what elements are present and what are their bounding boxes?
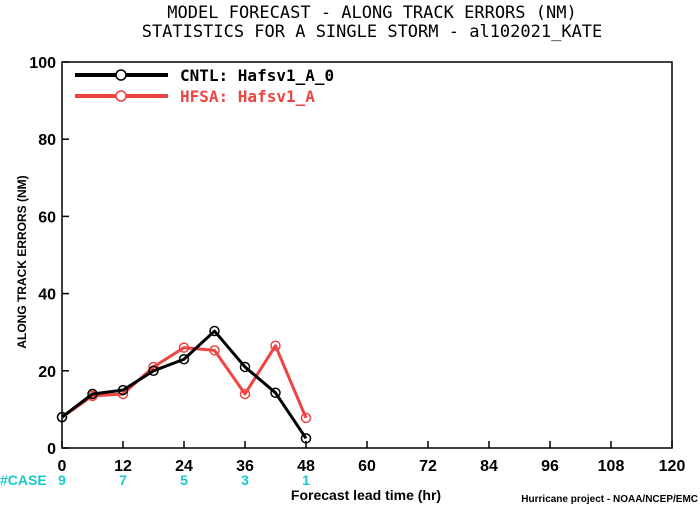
series-0-point-3 (148, 365, 159, 377)
y-tick-label-1: 20 (38, 364, 56, 381)
series-1-point-7 (270, 340, 281, 351)
x-tick-label-1: 12 (114, 458, 132, 475)
credit-text: Hurricane project - NOAA/NCEP/EMC (521, 494, 698, 505)
series-1-point-4 (178, 342, 190, 353)
legend-label-0: CNTL: Hafsv1_A_0 (180, 66, 334, 85)
series-1-point-6 (239, 388, 251, 400)
y-tick-label-2: 40 (38, 287, 56, 304)
legend: CNTL: Hafsv1_A_0 HFSA: Hafsv1_A (75, 66, 334, 106)
chart-title: MODEL FORECAST - ALONG TRACK ERRORS (NM) (167, 3, 576, 23)
x-tick-label-9: 108 (598, 458, 625, 475)
plot-frame (61, 61, 673, 449)
series-layer (56, 325, 312, 444)
series-0-point-7 (270, 387, 281, 399)
y-tick-label-3: 60 (38, 209, 56, 226)
x-tick-label-10: 120 (659, 458, 686, 475)
legend-marker-1 (115, 90, 127, 102)
x-tick-label-7: 84 (480, 458, 498, 475)
x-tick-label-4: 48 (297, 458, 315, 475)
axis-ticks: 0 12 24 36 48 60 72 84 96 108 120 0 20 40 60 80 100 (29, 55, 685, 475)
case-label: #CASE (0, 472, 47, 488)
series-0-point-6 (239, 361, 251, 373)
case-count-2: 5 (180, 472, 188, 488)
series-0-point-2 (117, 384, 129, 396)
case-count-0: 9 (58, 472, 66, 488)
series-0-point-5 (209, 325, 220, 337)
case-count-1: 7 (119, 472, 127, 488)
x-tick-label-8: 96 (541, 458, 559, 475)
series-0-point-1 (87, 388, 98, 400)
y-axis-label: ALONG TRACK ERRORS (NM) (15, 175, 29, 348)
x-tick-label-5: 60 (358, 458, 376, 475)
x-tick-label-3: 36 (236, 458, 254, 475)
x-tick-label-6: 72 (419, 458, 437, 475)
y-tick-label-5: 100 (29, 55, 56, 72)
y-tick-label-4: 80 (38, 132, 56, 149)
series-line-0 (61, 329, 308, 440)
case-count-4: 1 (302, 472, 310, 488)
series-1-point-5 (209, 345, 220, 356)
x-tick-label-2: 24 (175, 458, 193, 475)
x-tick-label-0: 0 (58, 458, 67, 475)
series-0-point-4 (178, 353, 190, 365)
x-axis-label: Forecast lead time (hr) (291, 487, 441, 503)
case-counts: 9 7 5 3 1 (58, 472, 310, 488)
series-1-point-8 (300, 412, 312, 424)
series-line-1 (61, 344, 308, 419)
y-tick-label-0: 0 (47, 441, 56, 458)
legend-marker-0 (115, 69, 127, 81)
case-count-3: 3 (241, 472, 249, 488)
chart-subtitle: STATISTICS FOR A SINGLE STORM - al102021… (142, 22, 603, 42)
legend-label-1: HFSA: Hafsv1_A (180, 87, 315, 106)
